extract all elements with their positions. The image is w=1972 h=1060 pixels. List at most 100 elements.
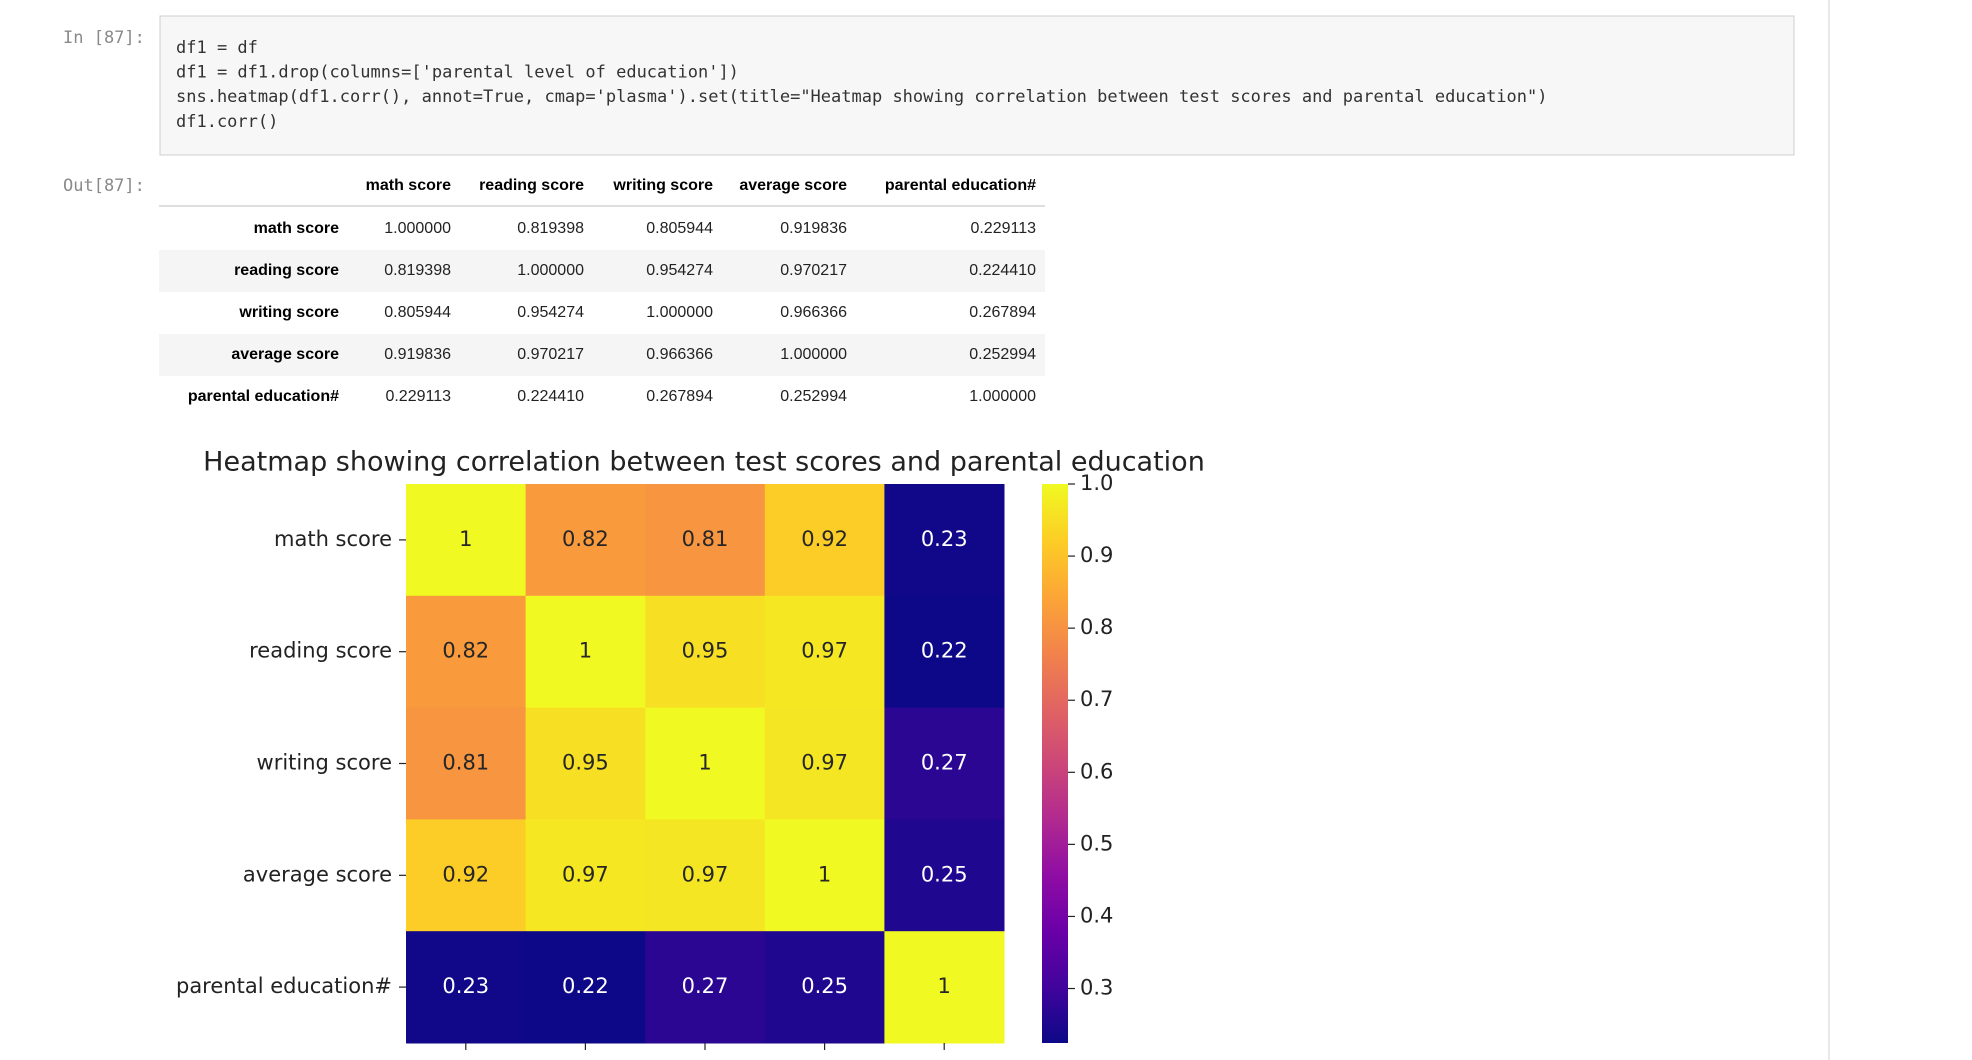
table-cell: 0.252994 [780, 388, 847, 405]
colorbar-tick-label: 0.6 [1080, 759, 1113, 783]
cell-annotation: 0.25 [801, 974, 848, 998]
chart-title: Heatmap showing correlation between test… [203, 447, 1205, 478]
cell-annotation: 0.97 [801, 639, 848, 663]
y-tick-label: average score [243, 862, 392, 886]
table-cell: 0.805944 [646, 220, 713, 237]
table: math score reading score writing score aver… [159, 177, 1045, 405]
column-header: reading score [479, 177, 584, 194]
table-cell: 0.224410 [969, 262, 1036, 279]
cell-annotation: 0.23 [921, 527, 968, 551]
heatmap-cell [645, 595, 766, 709]
cell-annotation: 0.81 [442, 751, 489, 775]
y-tick-label: writing score [257, 751, 392, 775]
table-cell: 0.966366 [780, 304, 847, 321]
heatmap-cell [764, 931, 885, 1044]
heatmap-cell [645, 931, 766, 1044]
row-header: average score [231, 346, 339, 363]
y-tick-label: math score [274, 527, 392, 551]
heatmap-cell [884, 931, 1005, 1044]
code-line: df1 = df1.drop(columns=['parental level … [176, 63, 739, 83]
table-cell: 0.224410 [517, 388, 584, 405]
row-header: parental education# [188, 388, 339, 405]
cell-annotation: 0.95 [682, 639, 729, 663]
table-cell: 1.000000 [384, 220, 451, 237]
row-header: reading score [234, 262, 339, 279]
column-header: math score [366, 177, 451, 194]
y-tick-label: reading score [249, 639, 392, 663]
table-cell: 1.000000 [969, 388, 1036, 405]
colorbar-tick-label: 1.0 [1080, 471, 1113, 495]
heatmap-cell [525, 595, 646, 709]
heatmap-cell [884, 707, 1005, 820]
heatmap-cell [645, 707, 766, 820]
cell-annotation: 0.27 [682, 974, 729, 998]
table-cell: 0.229113 [970, 220, 1036, 237]
heatmap-chart: Heatmap showing correlation between test… [176, 447, 1205, 1050]
cell-annotation: 0.82 [562, 527, 609, 551]
input-prompt: In [87]: [63, 28, 145, 48]
row-header: writing score [238, 304, 339, 321]
colorbar-tick-label: 0.8 [1080, 615, 1113, 639]
table-cell: 1.000000 [780, 346, 847, 363]
table-cell: 0.229113 [385, 388, 451, 405]
cell-annotation: 1 [818, 862, 831, 886]
colorbar-tick-label: 0.7 [1080, 687, 1113, 711]
heatmap-cell [884, 819, 1005, 932]
column-header: writing score [612, 177, 713, 194]
cell-annotation: 0.92 [801, 527, 848, 551]
heatmap-cell [525, 819, 646, 932]
heatmap-cell [525, 484, 646, 597]
cell-annotation: 0.25 [921, 862, 968, 886]
y-tick-label: parental education# [176, 974, 392, 998]
cell-annotation: 0.97 [801, 751, 848, 775]
heatmap-cell [764, 819, 885, 932]
heatmap-cell [884, 484, 1005, 597]
cell-annotation: 0.27 [921, 751, 968, 775]
cell-annotation: 0.82 [442, 639, 489, 663]
table-cell: 0.970217 [517, 346, 584, 363]
table-cell: 1.000000 [646, 304, 713, 321]
heatmap-cell [525, 931, 646, 1044]
cell-annotation: 0.22 [921, 639, 968, 663]
code-line: df1.corr() [176, 112, 278, 132]
column-header: average score [739, 177, 847, 194]
output-prompt: Out[87]: [63, 176, 145, 196]
colorbar-tick-label: 0.5 [1080, 831, 1113, 855]
colorbar-tick-label: 0.3 [1080, 976, 1113, 1000]
code-line: df1 = df [176, 38, 258, 58]
table-cell: 0.819398 [384, 262, 451, 279]
cell-annotation: 0.22 [562, 974, 609, 998]
cell-annotation: 0.97 [562, 862, 609, 886]
cell-annotation: 0.95 [562, 751, 609, 775]
cell-annotation: 1 [579, 639, 592, 663]
table-cell: 0.819398 [517, 220, 584, 237]
heatmap-cell [525, 707, 646, 820]
heatmap-cell [764, 484, 885, 597]
heatmap-cell [764, 707, 885, 820]
table-cell: 0.954274 [517, 304, 584, 321]
table-cell: 0.966366 [646, 346, 713, 363]
table-cell: 0.919836 [780, 220, 847, 237]
column-header: parental education# [885, 177, 1036, 194]
cell-annotation: 0.81 [682, 527, 729, 551]
heatmap-cell [645, 484, 766, 597]
heatmap-cell [406, 707, 527, 820]
table-row-stripe [159, 334, 1045, 376]
table-cell: 0.267894 [646, 388, 713, 405]
cell-annotation: 1 [938, 974, 951, 998]
table-cell: 0.267894 [969, 304, 1036, 321]
table-cell: 0.252994 [969, 346, 1036, 363]
colorbar [1042, 484, 1068, 1043]
colorbar-tick-label: 0.4 [1080, 903, 1113, 927]
code-cell[interactable] [159, 15, 1795, 156]
heatmap-cell [406, 595, 527, 709]
heatmap-cell [406, 819, 527, 932]
cell-annotation: 1 [459, 527, 472, 551]
heatmap-cell [645, 819, 766, 932]
table-cell: 0.954274 [646, 262, 713, 279]
heatmap-cell [406, 484, 527, 597]
cell-annotation: 1 [698, 751, 711, 775]
heatmap-cell [764, 595, 885, 709]
